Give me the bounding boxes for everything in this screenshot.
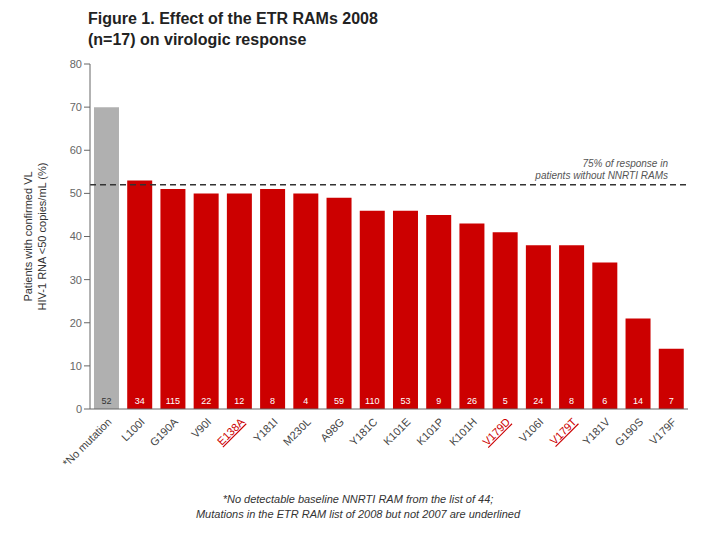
svg-text:53: 53 <box>400 396 410 406</box>
svg-text:115: 115 <box>166 396 180 406</box>
svg-text:G190A: G190A <box>147 415 180 448</box>
svg-text:Patients with confirmed VLHIV-: Patients with confirmed VLHIV-1 RNA <50 … <box>22 163 48 311</box>
svg-text:Y181V: Y181V <box>580 415 612 447</box>
svg-text:E138A: E138A <box>215 415 247 447</box>
svg-text:V179D: V179D <box>480 416 512 448</box>
svg-text:24: 24 <box>533 396 543 406</box>
svg-text:59: 59 <box>334 396 344 406</box>
svg-text:70: 70 <box>70 101 82 113</box>
svg-text:0: 0 <box>76 403 82 415</box>
html-text:*No detectable baseline NNRTI: *No detectable baseline NNRTI RAM from t… <box>222 493 494 505</box>
svg-text:Y181C: Y181C <box>347 416 379 448</box>
svg-text:L100I: L100I <box>119 416 147 444</box>
html-text:Figure 1. Effect of the ETR RA: Figure 1. Effect of the ETR RAMs 2008 <box>88 10 378 27</box>
svg-text:V90I: V90I <box>189 416 213 440</box>
html-text:Mutations in the ETR RAM list: Mutations in the ETR RAM list of 2008 bu… <box>196 508 520 520</box>
html-text:(n=17) on virologic response: (n=17) on virologic response <box>88 31 307 48</box>
svg-text:6: 6 <box>602 396 607 406</box>
svg-text:Y181I: Y181I <box>251 416 280 445</box>
svg-text:20: 20 <box>70 317 82 329</box>
svg-text:4: 4 <box>303 396 308 406</box>
svg-text:G190S: G190S <box>613 416 646 449</box>
svg-text:52: 52 <box>101 396 111 406</box>
svg-text:A98G: A98G <box>318 416 346 444</box>
svg-text:10: 10 <box>70 360 82 372</box>
svg-text:60: 60 <box>70 144 82 156</box>
svg-text:K101H: K101H <box>447 416 479 448</box>
svg-text:22: 22 <box>201 396 211 406</box>
svg-text:9: 9 <box>436 396 441 406</box>
svg-text:V106I: V106I <box>517 416 546 445</box>
svg-text:75% of response inpatients wit: 75% of response inpatients without NNRTI… <box>534 158 668 181</box>
svg-text:M230L: M230L <box>281 416 313 448</box>
svg-text:110: 110 <box>365 396 379 406</box>
svg-text:8: 8 <box>569 396 574 406</box>
svg-text:40: 40 <box>70 230 82 242</box>
svg-text:5: 5 <box>503 396 508 406</box>
svg-text:26: 26 <box>467 396 477 406</box>
svg-text:12: 12 <box>234 396 244 406</box>
svg-text:34: 34 <box>135 396 145 406</box>
svg-text:50: 50 <box>70 187 82 199</box>
svg-text:V179T: V179T <box>547 415 579 447</box>
svg-text:8: 8 <box>270 396 275 406</box>
svg-text:30: 30 <box>70 274 82 286</box>
svg-text:K101P: K101P <box>414 416 446 448</box>
svg-text:14: 14 <box>633 396 643 406</box>
svg-text:V179F: V179F <box>647 415 679 447</box>
svg-text:80: 80 <box>70 58 82 70</box>
svg-text:K101E: K101E <box>381 416 413 448</box>
svg-text:7: 7 <box>669 396 674 406</box>
svg-text:*No mutation: *No mutation <box>60 416 113 469</box>
